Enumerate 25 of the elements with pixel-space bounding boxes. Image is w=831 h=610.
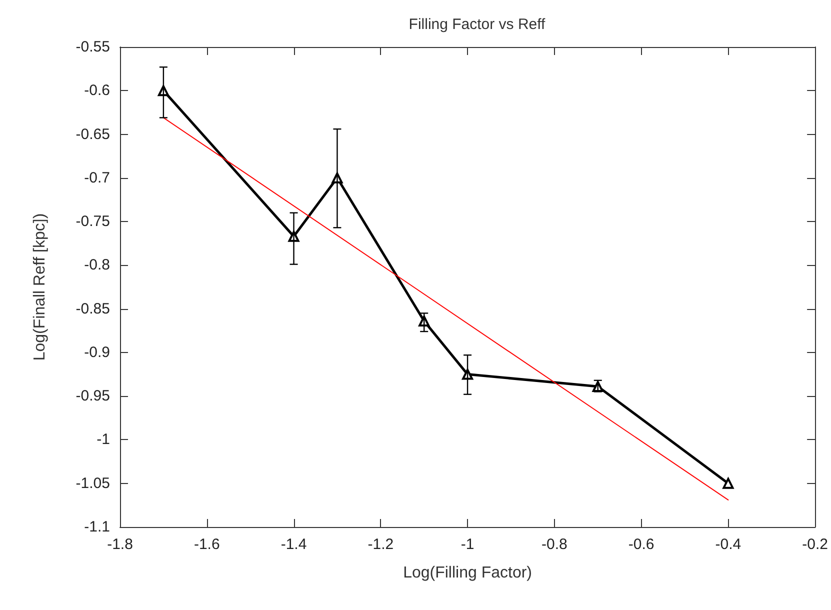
- x-tick-label: -1.4: [280, 536, 307, 553]
- y-axis-title: Log(Finall Reff [kpc]): [32, 213, 48, 361]
- point: [722, 478, 734, 489]
- x-tick-label: -0.2: [802, 536, 828, 553]
- y-tick-label: -1.05: [76, 474, 110, 492]
- x-tick-label: -0.6: [628, 536, 654, 553]
- y-tick-label: -0.85: [76, 300, 110, 318]
- x-axis-title: Log(Filling Factor): [403, 564, 532, 582]
- x-tick-label: -1: [460, 536, 474, 553]
- y-tick-label: -0.7: [84, 169, 110, 186]
- y-tick-label: -1: [96, 431, 110, 448]
- y-tick-label: -0.95: [76, 388, 110, 405]
- y-tick-label: -0.65: [76, 126, 110, 143]
- y-tick-label: -1.1: [84, 518, 110, 536]
- y-tick-label: -0.75: [76, 213, 110, 230]
- chart-title: Filling Factor vs Reff: [408, 16, 546, 33]
- x-tick-label: -1.6: [194, 536, 220, 553]
- y-tick-label: -0.8: [84, 256, 110, 274]
- y-tick-label: -0.9: [84, 344, 110, 361]
- x-tick-label: -0.4: [715, 536, 742, 553]
- x-tick-label: -1.2: [368, 536, 394, 553]
- x-tick-label: -0.8: [541, 536, 568, 553]
- y-tick-label: -0.6: [84, 82, 110, 100]
- y-tick-label: -0.55: [76, 38, 110, 56]
- x-tick-label: -1.8: [107, 536, 133, 553]
